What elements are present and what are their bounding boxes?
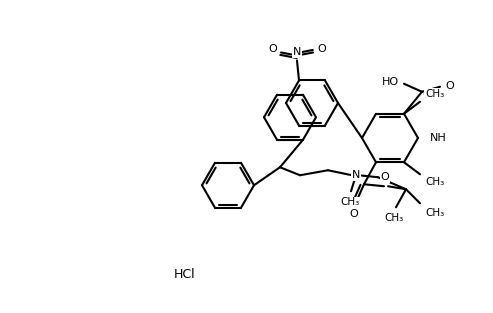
Text: N: N — [352, 170, 360, 180]
Text: CH₃: CH₃ — [425, 177, 444, 187]
Text: CH₃: CH₃ — [385, 213, 404, 223]
Text: N: N — [293, 48, 301, 58]
Text: HO: HO — [382, 77, 399, 87]
Text: O: O — [350, 209, 358, 219]
Text: CH₃: CH₃ — [425, 208, 444, 218]
Text: CH₃: CH₃ — [425, 89, 444, 99]
Text: O: O — [268, 44, 277, 54]
Text: CH₃: CH₃ — [340, 197, 359, 207]
Text: O: O — [381, 172, 389, 182]
Text: O: O — [317, 44, 326, 54]
Text: HCl: HCl — [174, 269, 196, 281]
Text: O: O — [445, 81, 454, 91]
Text: NH: NH — [430, 133, 447, 143]
